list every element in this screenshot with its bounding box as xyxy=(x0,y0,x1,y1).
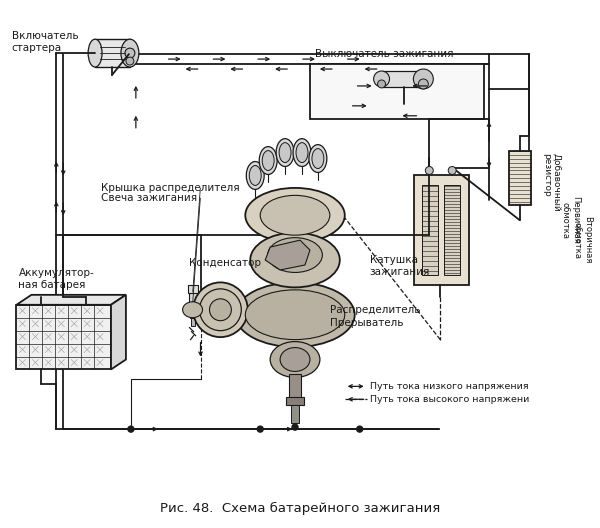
Bar xyxy=(509,150,531,205)
Text: Выключатель зажигания: Выключатель зажигания xyxy=(315,49,454,59)
Ellipse shape xyxy=(245,290,345,340)
Text: Крышка распределителя: Крышка распределителя xyxy=(101,183,239,193)
Text: Распределитель: Распределитель xyxy=(330,305,421,315)
Ellipse shape xyxy=(425,166,433,174)
Text: Конденсатор: Конденсатор xyxy=(188,258,260,268)
Bar xyxy=(95,39,130,67)
Ellipse shape xyxy=(312,148,324,168)
Ellipse shape xyxy=(377,80,386,88)
Bar xyxy=(422,185,438,275)
Ellipse shape xyxy=(268,238,322,272)
Ellipse shape xyxy=(276,139,294,166)
Bar xyxy=(190,308,196,318)
Bar xyxy=(310,64,484,119)
Ellipse shape xyxy=(293,139,311,166)
Bar xyxy=(286,397,304,406)
Bar xyxy=(291,406,299,423)
Circle shape xyxy=(257,426,263,432)
Ellipse shape xyxy=(270,342,320,378)
Ellipse shape xyxy=(126,57,134,65)
Text: Рис. 48.  Схема батарейного зажигания: Рис. 48. Схема батарейного зажигания xyxy=(160,502,440,515)
Text: Прерыватель: Прерыватель xyxy=(330,318,403,328)
Ellipse shape xyxy=(296,143,308,163)
Bar xyxy=(188,285,197,293)
Ellipse shape xyxy=(88,39,102,67)
Ellipse shape xyxy=(125,48,135,58)
Polygon shape xyxy=(111,295,126,370)
Ellipse shape xyxy=(250,233,340,287)
Ellipse shape xyxy=(259,147,277,174)
Ellipse shape xyxy=(193,282,248,337)
Polygon shape xyxy=(16,295,126,305)
Bar xyxy=(191,318,194,326)
Ellipse shape xyxy=(245,188,345,242)
Text: Катушка
зажигания: Катушка зажигания xyxy=(370,255,430,277)
Bar xyxy=(289,374,301,399)
Ellipse shape xyxy=(121,39,139,67)
Ellipse shape xyxy=(246,162,264,190)
Ellipse shape xyxy=(200,289,241,331)
Bar xyxy=(415,175,469,285)
Ellipse shape xyxy=(448,166,456,174)
Text: Путь тока низкого напряжения: Путь тока низкого напряжения xyxy=(370,382,528,391)
Text: Свеча зажигания: Свеча зажигания xyxy=(101,193,197,203)
Ellipse shape xyxy=(374,71,389,87)
Text: Первичная
обмотка: Первичная обмотка xyxy=(561,196,580,244)
Ellipse shape xyxy=(279,143,291,163)
Ellipse shape xyxy=(413,69,433,89)
Circle shape xyxy=(292,424,298,430)
Text: Аккумулятор-
ная батарея: Аккумулятор- ная батарея xyxy=(19,268,94,289)
Ellipse shape xyxy=(260,195,330,235)
Text: Добавочный
резистор: Добавочный резистор xyxy=(542,153,561,211)
Bar xyxy=(444,185,460,275)
Circle shape xyxy=(128,426,134,432)
Text: Включатель
стартера: Включатель стартера xyxy=(11,31,78,53)
Ellipse shape xyxy=(280,347,310,371)
Ellipse shape xyxy=(418,79,428,89)
Bar xyxy=(16,305,111,370)
Polygon shape xyxy=(265,240,310,270)
Bar xyxy=(382,71,424,87)
Text: Путь тока высокого напряжени: Путь тока высокого напряжени xyxy=(370,395,529,404)
Ellipse shape xyxy=(262,150,274,171)
Ellipse shape xyxy=(309,145,327,173)
Ellipse shape xyxy=(209,299,232,320)
Ellipse shape xyxy=(182,302,203,318)
Ellipse shape xyxy=(249,165,261,185)
Circle shape xyxy=(357,426,362,432)
Text: Вторичная
обмотка: Вторичная обмотка xyxy=(573,216,592,264)
Ellipse shape xyxy=(235,282,355,347)
Bar xyxy=(188,290,197,308)
